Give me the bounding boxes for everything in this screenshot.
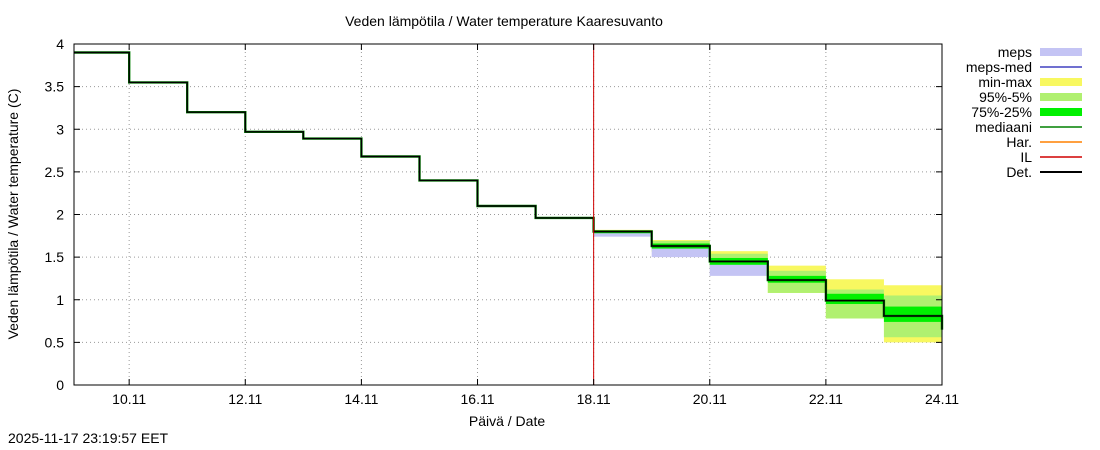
x-tick-label-1: 12.11: [228, 391, 262, 407]
x-tick-label-2: 14.11: [344, 391, 378, 407]
y-tick-label-2: 1: [56, 292, 64, 308]
band-meps-2: [709, 263, 768, 276]
y-tick-label-1: 0.5: [45, 334, 65, 350]
legend: mepsmeps-medmin-max95%-5%75%-25%mediaani…: [966, 44, 1082, 180]
band-p75_25-4: [825, 293, 884, 305]
legend-label-p75_25: 75%-25%: [971, 104, 1032, 120]
y-tick-label-5: 2.5: [45, 164, 65, 180]
legend-label-il: IL: [1020, 149, 1032, 165]
x-tick-label-3: 16.11: [461, 391, 495, 407]
x-axis-label: Päivä / Date: [469, 413, 545, 429]
band-meps-1: [651, 246, 710, 258]
y-tick-label-3: 1.5: [45, 249, 65, 265]
legend-swatch-p95_5: [1040, 93, 1082, 101]
det-line: [74, 51, 943, 330]
x-tick-label-6: 22.11: [809, 391, 843, 407]
legend-swatch-p75_25: [1040, 108, 1082, 116]
timestamp: 2025-11-17 23:19:57 EET: [8, 430, 169, 446]
x-tick-label-4: 18.11: [577, 391, 611, 407]
y-axis-label: Veden lämpötila / Water temperature (C): [5, 89, 21, 340]
axis-ticks: 0 0.5 1 1.5 2 2.5 3 3.5 4 10.11 12.11 14.11 16.11 18.…: [45, 36, 960, 407]
band-meps-0: [593, 231, 652, 237]
y-tick-label-4: 2: [56, 207, 64, 223]
legend-label-median: mediaani: [975, 119, 1032, 135]
series-lines: [74, 44, 944, 385]
y-tick-label-8: 4: [56, 36, 64, 52]
x-tick-label-5: 20.11: [693, 391, 727, 407]
legend-label-meps: meps: [998, 44, 1032, 60]
forecast-bands: [593, 229, 942, 343]
y-tick-label-7: 3.5: [45, 79, 65, 95]
x-tick-label-7: 24.11: [925, 391, 959, 407]
legend-label-p95_5: 95%-5%: [979, 89, 1032, 105]
legend-label-minmax: min-max: [978, 74, 1032, 90]
legend-label-det: Det.: [1006, 164, 1032, 180]
chart-title: Veden lämpötila / Water temperature Kaar…: [345, 13, 663, 29]
legend-swatch-minmax: [1040, 78, 1082, 86]
legend-label-meps_med: meps-med: [966, 59, 1032, 75]
legend-label-har: Har.: [1006, 134, 1032, 150]
y-tick-label-0: 0: [56, 377, 64, 393]
grid: [74, 44, 942, 385]
band-p75_25-5: [883, 306, 942, 322]
y-tick-label-6: 3: [56, 121, 64, 137]
plot-border: [73, 43, 943, 386]
x-tick-label-0: 10.11: [112, 391, 146, 407]
legend-swatch-meps: [1040, 48, 1082, 56]
